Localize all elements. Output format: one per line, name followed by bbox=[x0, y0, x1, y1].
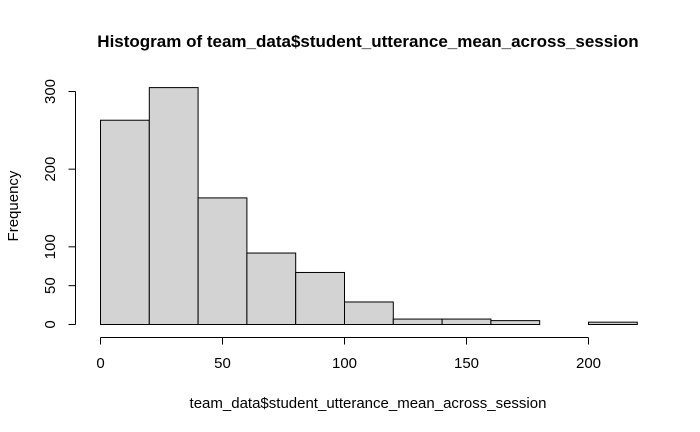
y-tick-label: 200 bbox=[42, 157, 59, 182]
y-axis-label: Frequency bbox=[5, 170, 22, 241]
chart-title: Histogram of team_data$student_utterance… bbox=[97, 32, 638, 51]
x-tick-label: 100 bbox=[332, 355, 357, 372]
x-axis-label: team_data$student_utterance_mean_across_… bbox=[190, 395, 547, 412]
histogram-bar bbox=[490, 320, 541, 325]
y-tick-label: 50 bbox=[42, 277, 59, 294]
histogram-bar bbox=[588, 321, 638, 325]
histogram-bar bbox=[392, 318, 443, 326]
histogram-bar bbox=[295, 271, 346, 325]
x-tick-label: 200 bbox=[576, 355, 601, 372]
histogram-bar bbox=[197, 197, 248, 325]
y-tick-label: 300 bbox=[42, 79, 59, 104]
x-tick-label: 50 bbox=[214, 355, 231, 372]
x-axis: 0 50 100 150 200 bbox=[96, 337, 601, 372]
histogram-bar bbox=[148, 87, 199, 325]
y-tick-label: 100 bbox=[42, 234, 59, 259]
histogram-bar bbox=[100, 119, 150, 325]
x-tick-label: 0 bbox=[96, 355, 104, 372]
x-tick-label: 150 bbox=[454, 355, 479, 372]
y-axis: 0 50 100 200 300 bbox=[42, 79, 76, 329]
y-tick-label: 0 bbox=[42, 320, 59, 328]
histogram-bars bbox=[100, 87, 638, 326]
histogram-bar bbox=[441, 318, 492, 326]
histogram-bar bbox=[344, 301, 394, 326]
histogram-bar bbox=[246, 252, 297, 325]
